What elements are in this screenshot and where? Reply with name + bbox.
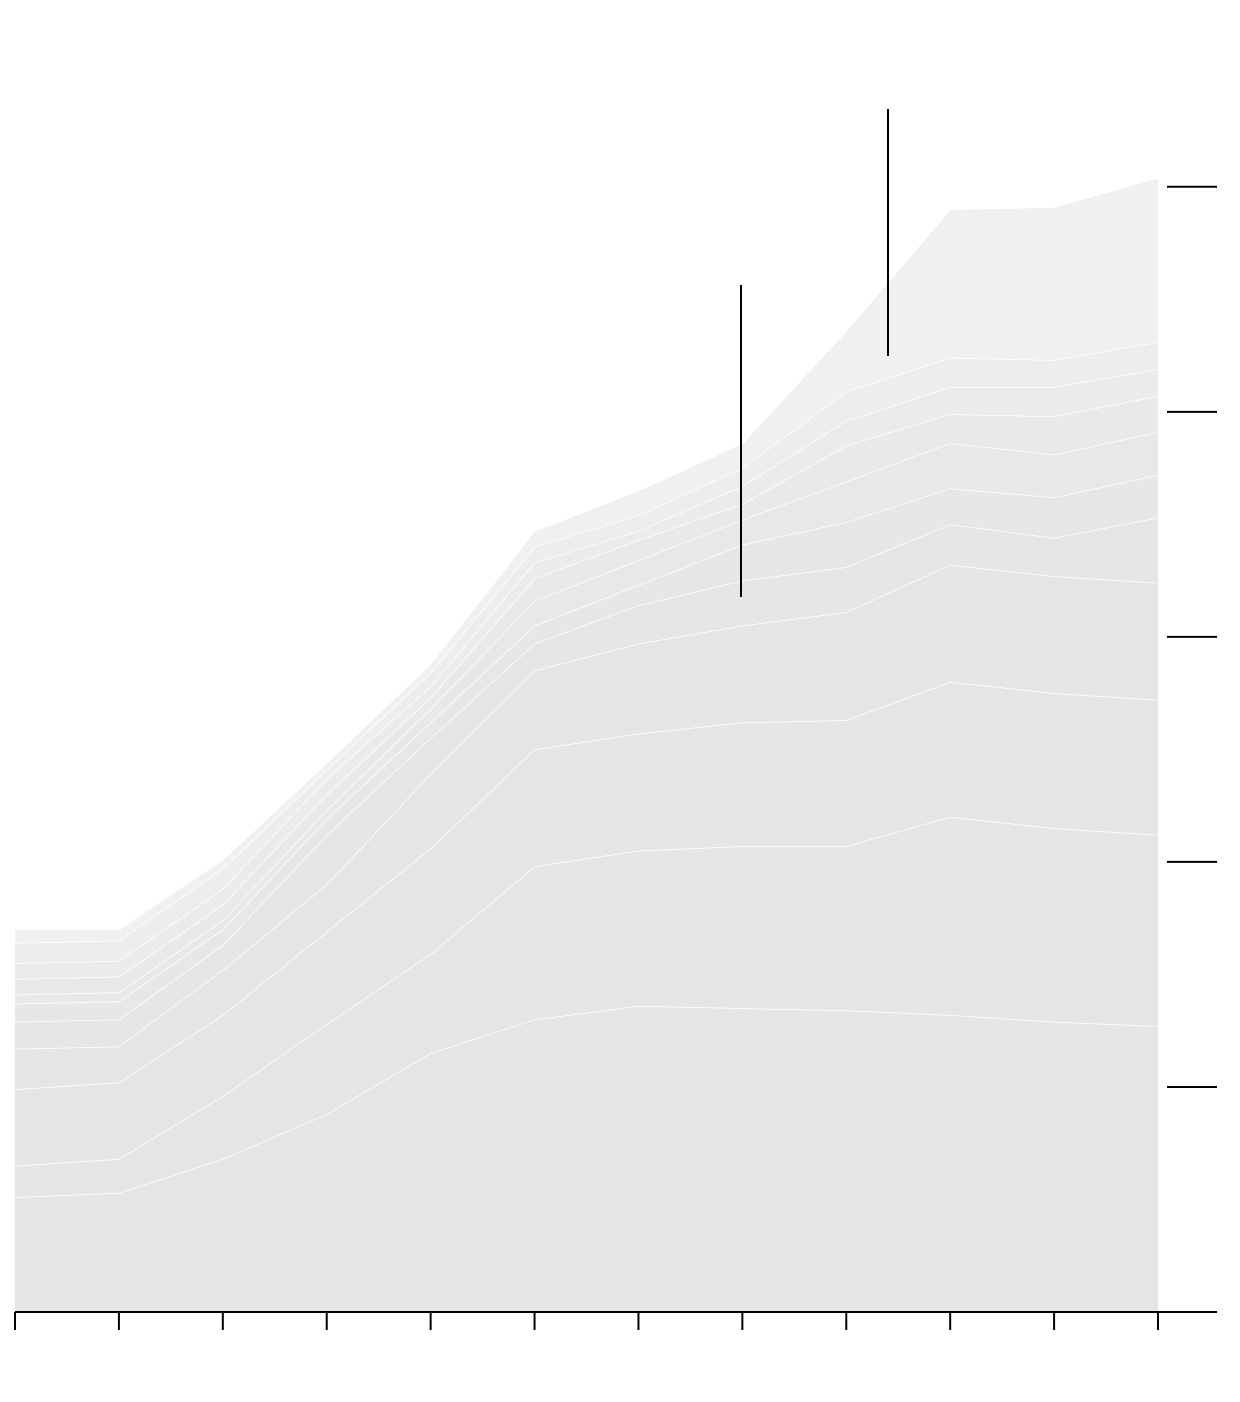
plot-area xyxy=(14,177,1159,1312)
area xyxy=(15,564,1158,1090)
area xyxy=(15,1005,1158,1312)
area xyxy=(15,432,1158,1004)
area xyxy=(15,816,1158,1198)
area-edge xyxy=(14,1005,1159,1198)
area xyxy=(15,517,1158,1049)
area xyxy=(15,681,1158,1166)
area xyxy=(15,177,1158,943)
area-edge xyxy=(15,177,1159,931)
area xyxy=(15,474,1158,1022)
